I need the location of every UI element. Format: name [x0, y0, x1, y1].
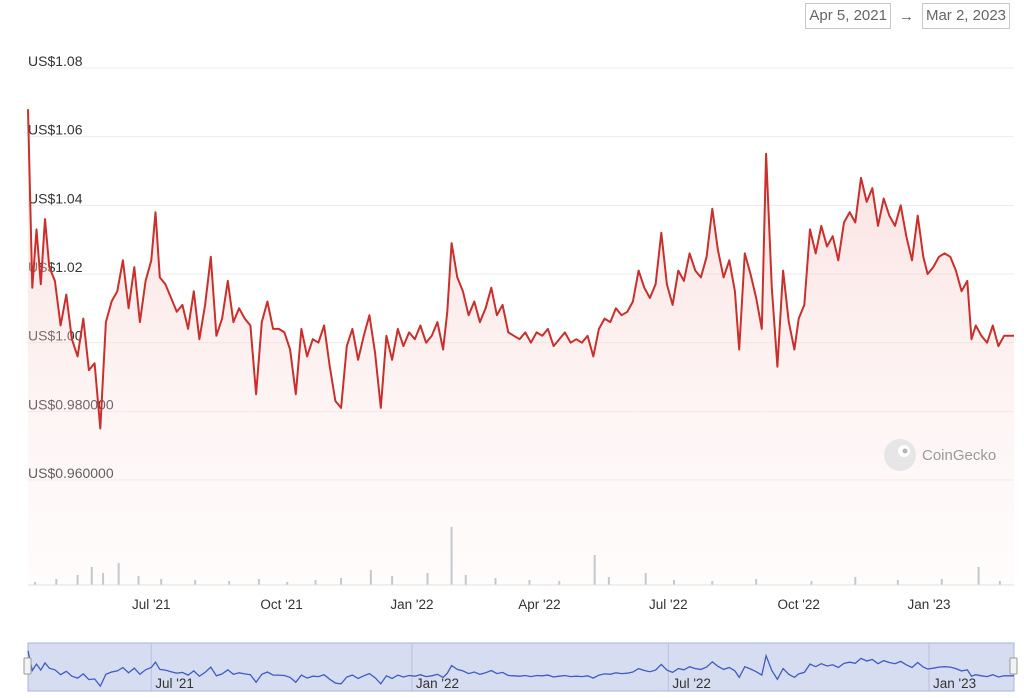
y-tick-label: US$1.06 [28, 122, 83, 138]
volume-bar [194, 580, 197, 585]
volume-bar [940, 579, 943, 585]
x-tick-label: Jul '22 [649, 597, 688, 612]
volume-bar [369, 570, 372, 585]
volume-bar [755, 579, 758, 585]
navigator-tick-label: Jan '23 [933, 676, 976, 691]
price-area [28, 109, 1014, 585]
navigator-handle-right[interactable] [1009, 657, 1018, 675]
navigator-line [27, 650, 1014, 688]
volume-bar [391, 576, 394, 585]
x-tick-label: Jan '23 [907, 597, 950, 612]
watermark: CoinGecko [884, 439, 996, 471]
navigator-tick-label: Jan '22 [416, 676, 459, 691]
volume-bar [711, 581, 714, 585]
y-tick-label: US$1.04 [28, 190, 83, 206]
volume-bar [464, 575, 467, 585]
volume-bar [450, 527, 453, 585]
x-tick-label: Apr '22 [518, 597, 560, 612]
volume-bar [593, 555, 596, 585]
volume-bar [137, 576, 140, 585]
volume-bar [528, 580, 531, 585]
x-tick-label: Oct '22 [777, 597, 819, 612]
x-tick-label: Jan '22 [390, 597, 433, 612]
volume-bar [76, 575, 79, 585]
volume-bar [314, 580, 317, 585]
arrow-right-icon: → [898, 7, 914, 25]
volume-bar [896, 580, 899, 585]
x-axis-labels: Jul '21 Oct '21 Jan '22 Apr '22 Jul '22 Oct '… [132, 597, 951, 612]
x-tick-label: Oct '21 [260, 597, 302, 612]
volume-bar [34, 582, 37, 585]
volume-bar [558, 581, 561, 585]
navigator-tick-label: Jul '21 [155, 676, 194, 691]
volume-bar [494, 578, 497, 585]
volume-bar [977, 567, 980, 585]
volume-bar [854, 577, 857, 585]
x-tick-label: Jul '21 [132, 597, 171, 612]
volume-bar [286, 582, 289, 585]
volume-bars [34, 527, 1001, 585]
volume-bar [102, 573, 105, 585]
date-to-input[interactable]: Mar 2, 2023 [921, 3, 1010, 29]
navigator-tick-label: Jul '22 [672, 676, 711, 691]
volume-bar [228, 581, 231, 585]
volume-bar [160, 579, 163, 585]
navigator[interactable]: Jul '21 Jan '22 Jul '22 Jan '23 [23, 642, 1018, 692]
watermark-text: CoinGecko [922, 447, 996, 464]
volume-bar [257, 579, 260, 585]
navigator-window[interactable] [27, 642, 1015, 692]
volume-bar [340, 578, 343, 585]
volume-bar [810, 581, 813, 585]
gecko-logo-icon [884, 439, 916, 471]
volume-bar [426, 573, 429, 585]
date-from-input[interactable]: Apr 5, 2021 [805, 3, 891, 29]
y-tick-label: US$1.08 [28, 53, 83, 69]
volume-bar [55, 579, 58, 585]
volume-bar [644, 573, 647, 585]
navigator-labels: Jul '21 Jan '22 Jul '22 Jan '23 [155, 676, 976, 691]
date-range: Apr 5, 2021 → Mar 2, 2023 [805, 3, 1010, 29]
navigator-handle-left[interactable] [23, 657, 32, 675]
volume-bar [90, 567, 93, 585]
volume-bar [607, 577, 610, 585]
volume-bar [117, 563, 120, 585]
price-line[interactable] [27, 109, 1014, 430]
volume-bar [673, 580, 675, 585]
volume-bar [998, 581, 1001, 585]
